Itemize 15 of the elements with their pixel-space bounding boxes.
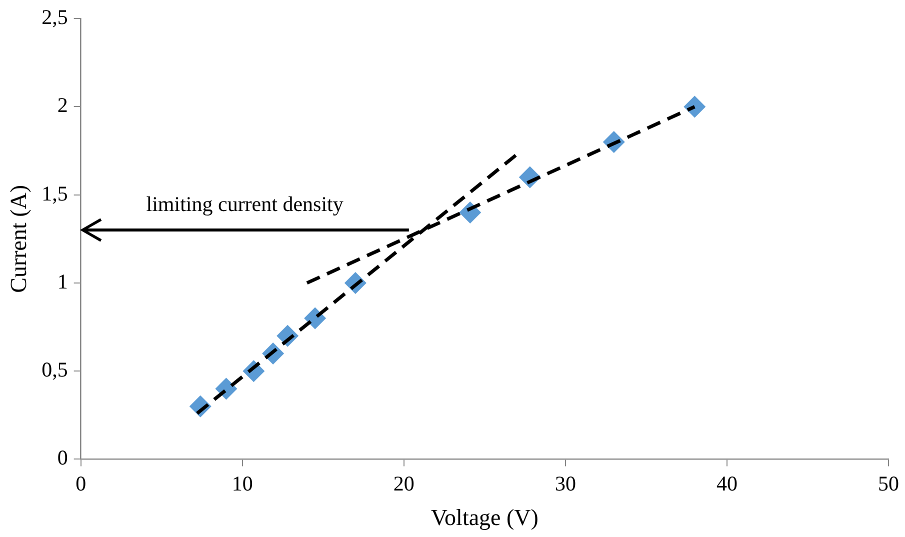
x-tick-label: 10 bbox=[232, 471, 253, 496]
x-tick-label: 40 bbox=[716, 471, 738, 496]
y-tick-label: 2 bbox=[57, 93, 68, 118]
y-tick-label: 0,5 bbox=[42, 358, 68, 382]
y-tick-label: 0 bbox=[57, 446, 68, 470]
y-tick-label: 1 bbox=[57, 269, 68, 294]
x-axis-title: Voltage (V) bbox=[430, 505, 538, 530]
y-axis-title: Current (A) bbox=[6, 184, 31, 293]
x-tick-label: 0 bbox=[76, 471, 86, 496]
y-tick-label: 1,5 bbox=[42, 181, 68, 206]
y-tick-label: 2,5 bbox=[42, 5, 68, 30]
x-tick-label: 50 bbox=[878, 471, 899, 496]
annotation: limiting current density bbox=[146, 192, 344, 216]
x-tick-label: 30 bbox=[554, 471, 576, 496]
x-tick-label: 20 bbox=[393, 471, 414, 496]
